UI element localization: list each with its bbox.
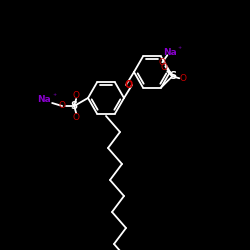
Text: S: S bbox=[169, 71, 176, 81]
Text: ⁺: ⁺ bbox=[52, 92, 56, 102]
Text: O: O bbox=[73, 112, 80, 122]
Text: O: O bbox=[159, 58, 166, 67]
Text: ⁺: ⁺ bbox=[177, 45, 182, 54]
Text: O: O bbox=[161, 63, 168, 72]
Text: O: O bbox=[180, 74, 187, 83]
Text: O: O bbox=[59, 102, 66, 110]
Text: O: O bbox=[125, 80, 133, 90]
Text: Na: Na bbox=[164, 48, 177, 57]
Text: O: O bbox=[73, 90, 80, 100]
Text: S: S bbox=[70, 101, 78, 111]
Text: Na: Na bbox=[37, 96, 51, 104]
